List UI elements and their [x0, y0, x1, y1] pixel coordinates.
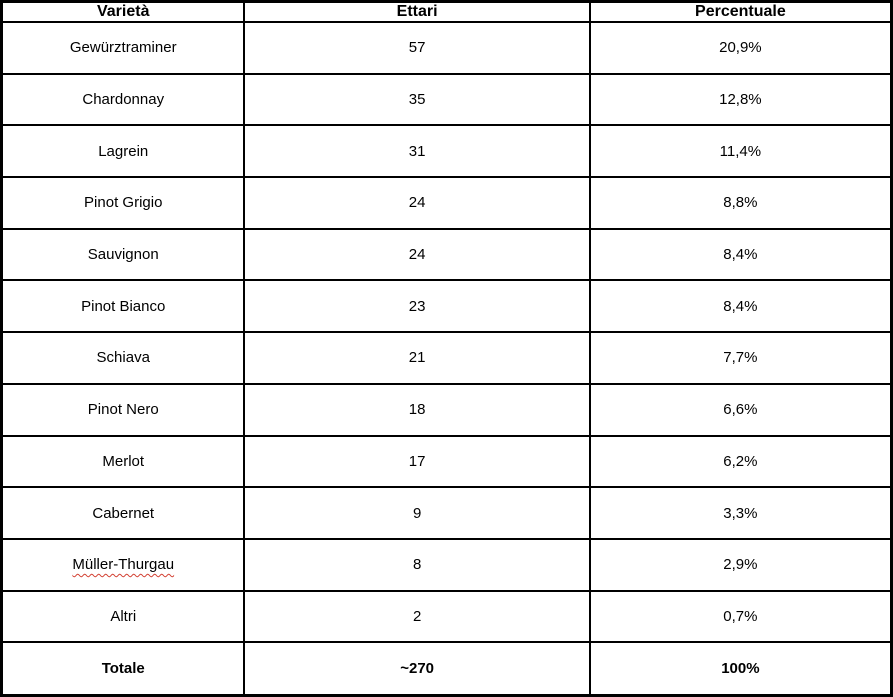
cell-total-label: Totale [0, 641, 246, 697]
cell-percentuale: 8,4% [588, 279, 893, 334]
cell-percentuale: 7,7% [588, 331, 893, 385]
cell-varieta: Pinot Grigio [0, 176, 246, 230]
cell-varieta: Merlot [0, 434, 246, 489]
column-header-percentuale: Percentuale [588, 0, 893, 23]
cell-percentuale: 3,3% [588, 486, 893, 540]
table-row: Pinot Grigio 24 8,8% [0, 176, 893, 230]
cell-percentuale: 11,4% [588, 124, 893, 179]
table-row: Pinot Bianco 23 8,4% [0, 279, 893, 334]
table-row: Gewürztraminer 57 20,9% [0, 21, 893, 75]
cell-ettari: 57 [243, 21, 591, 75]
cell-percentuale: 0,7% [588, 589, 893, 644]
cell-ettari: 23 [243, 279, 591, 334]
table-row: Pinot Nero 18 6,6% [0, 382, 893, 437]
table-row: Merlot 17 6,2% [0, 434, 893, 489]
column-header-ettari: Ettari [243, 0, 591, 23]
table-row: Müller-Thurgau 8 2,9% [0, 537, 893, 592]
cell-varieta: Lagrein [0, 124, 246, 179]
cell-varieta: Pinot Bianco [0, 279, 246, 334]
cell-varieta: Sauvignon [0, 227, 246, 282]
table-row: Cabernet 9 3,3% [0, 486, 893, 540]
cell-ettari: 18 [243, 382, 591, 437]
cell-ettari: 2 [243, 589, 591, 644]
cell-percentuale: 12,8% [588, 72, 893, 127]
cell-varieta: Gewürztraminer [0, 21, 246, 75]
table-row: Sauvignon 24 8,4% [0, 227, 893, 282]
cell-percentuale: 8,8% [588, 176, 893, 230]
table-row: Lagrein 31 11,4% [0, 124, 893, 179]
cell-total-percentuale: 100% [588, 641, 893, 697]
cell-ettari: 31 [243, 124, 591, 179]
table-row: Schiava 21 7,7% [0, 331, 893, 385]
cell-varieta: Cabernet [0, 486, 246, 540]
cell-percentuale: 2,9% [588, 537, 893, 592]
cell-percentuale: 20,9% [588, 21, 893, 75]
table-header-row: Varietà Ettari Percentuale [0, 0, 893, 23]
table-total-row: Totale ~270 100% [0, 641, 893, 697]
cell-varieta: Altri [0, 589, 246, 644]
cell-ettari: 24 [243, 176, 591, 230]
cell-varieta: Schiava [0, 331, 246, 385]
cell-varieta: Müller-Thurgau [0, 537, 246, 592]
cell-varieta: Chardonnay [0, 72, 246, 127]
cell-total-ettari: ~270 [243, 641, 591, 697]
cell-ettari: 17 [243, 434, 591, 489]
cell-varieta: Pinot Nero [0, 382, 246, 437]
cell-percentuale: 6,6% [588, 382, 893, 437]
cell-ettari: 21 [243, 331, 591, 385]
cell-ettari: 35 [243, 72, 591, 127]
table-row: Altri 2 0,7% [0, 589, 893, 644]
cell-ettari: 24 [243, 227, 591, 282]
cell-percentuale: 8,4% [588, 227, 893, 282]
cell-percentuale: 6,2% [588, 434, 893, 489]
misspelled-word: Müller-Thurgau [72, 556, 175, 574]
cell-ettari: 8 [243, 537, 591, 592]
column-header-varieta: Varietà [0, 0, 246, 23]
table-row: Chardonnay 35 12,8% [0, 72, 893, 127]
cell-ettari: 9 [243, 486, 591, 540]
